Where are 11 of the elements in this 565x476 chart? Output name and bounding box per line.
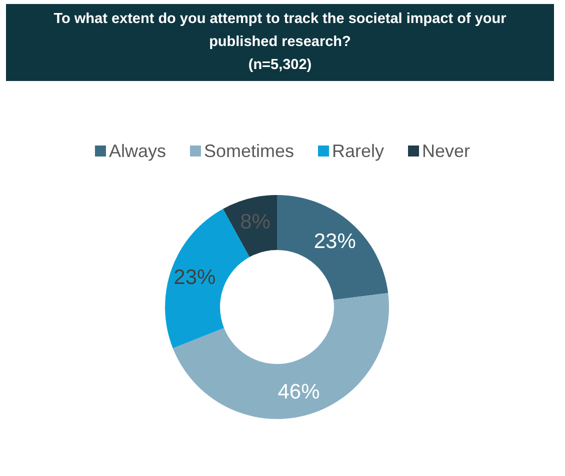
legend-label: Rarely xyxy=(332,141,384,161)
legend-label: Never xyxy=(422,141,470,161)
data-label: 46% xyxy=(278,380,320,404)
data-label: 8% xyxy=(240,210,270,234)
title-banner: To what extent do you attempt to track the societal impact of your published research? (n=5,302) xyxy=(6,4,554,81)
data-label: 23% xyxy=(314,230,356,253)
legend-label: Always xyxy=(108,141,166,161)
chart-title: To what extent do you attempt to track the societal impact of your published research? xyxy=(52,10,508,52)
chart-subtitle: (n=5,302) xyxy=(247,56,313,75)
data-label: 23% xyxy=(174,266,216,289)
legend-label: Sometimes xyxy=(204,141,294,161)
